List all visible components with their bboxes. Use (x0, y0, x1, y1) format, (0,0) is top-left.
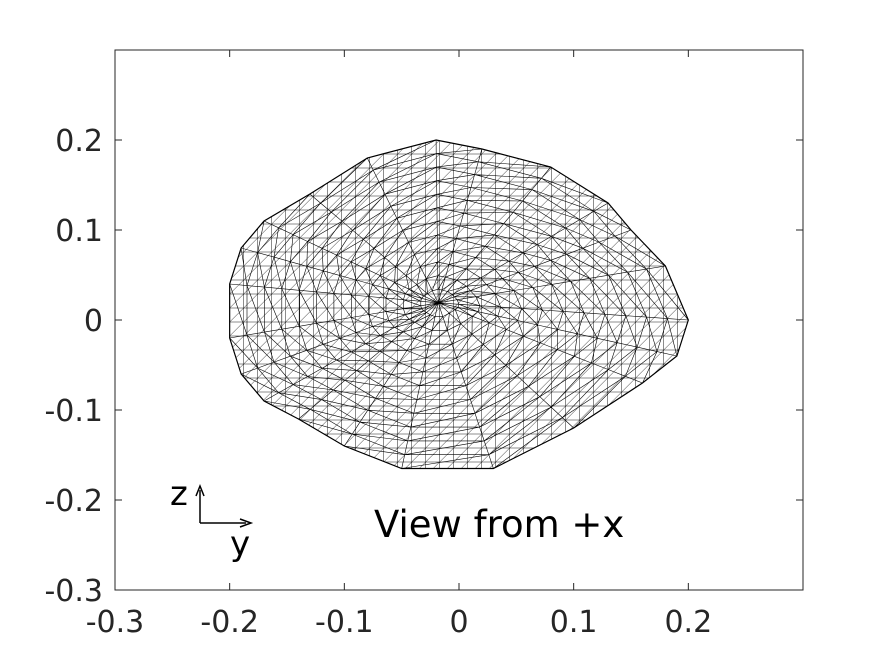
y-tick-label: -0.3 (44, 574, 103, 609)
y-tick-label: -0.2 (44, 484, 103, 519)
x-tick-label: 0.2 (664, 605, 712, 640)
z-arrowhead (195, 483, 205, 497)
z-axis-label: z (170, 474, 188, 514)
x-tick-label: 0 (449, 605, 468, 640)
y-arrowhead (239, 518, 254, 528)
orientation-indicator: z y (170, 474, 254, 564)
x-tick-label: -0.1 (315, 605, 374, 640)
view-annotation: View from +x (374, 503, 624, 546)
x-tick-label: 0.1 (550, 605, 598, 640)
y-tick-label: 0.1 (55, 214, 103, 249)
x-tick-label: -0.2 (200, 605, 259, 640)
x-tick-label: -0.3 (86, 605, 145, 640)
y-tick-label: -0.1 (44, 394, 103, 429)
x-axis: -0.3 -0.2 -0.1 0 0.1 0.2 (86, 50, 712, 640)
mesh-wireframe (229, 139, 689, 470)
y-axis-label: y (230, 524, 250, 564)
y-tick-label: 0.2 (55, 124, 103, 159)
y-axis: -0.3 -0.2 -0.1 0 0.1 0.2 (44, 124, 803, 609)
y-tick-label: 0 (84, 304, 103, 339)
mesh-outline (229, 139, 689, 470)
